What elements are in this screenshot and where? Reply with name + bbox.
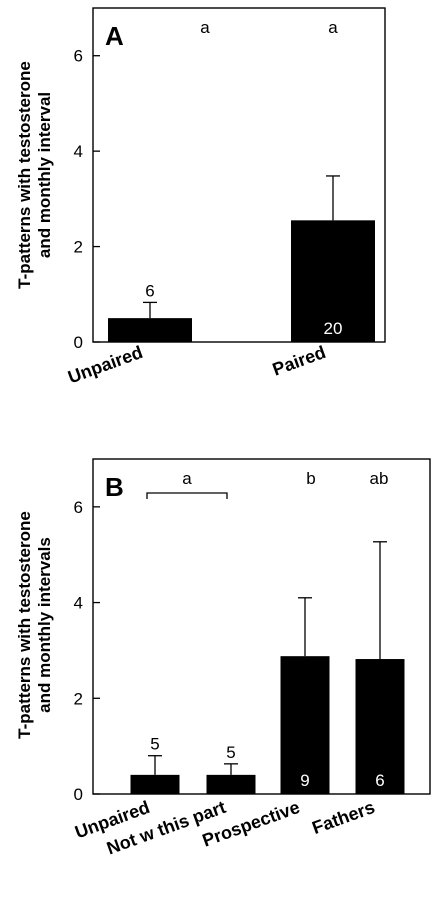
panel-a-category-label: Paired	[270, 342, 329, 380]
panel-b-sample-size-label: 9	[300, 771, 309, 790]
panel-b-bar	[206, 774, 256, 794]
panel-b-bar	[130, 774, 180, 794]
panel-a-ytick-label: 0	[74, 333, 83, 352]
panel-a-sample-size-label: 6	[145, 281, 154, 300]
panel-a-plot-frame	[92, 7, 386, 343]
panel-a-y-axis-label: and monthly interval	[35, 92, 54, 258]
panel-b-sample-size-label: 6	[375, 771, 384, 790]
panel-b-significance-letter: b	[306, 469, 315, 488]
panel-a-y-axis-label: T-patterns with testosterone	[15, 61, 34, 289]
panel-a-ytick-label: 4	[74, 142, 83, 161]
panel-b-category-label: Fathers	[309, 797, 377, 838]
panel-b-ytick-label: 4	[74, 594, 83, 613]
panel-a-significance-letter: a	[328, 18, 338, 37]
panel-b-ytick-label: 6	[74, 498, 83, 517]
panel-b-sample-size-label: 5	[226, 743, 235, 762]
panel-a-ytick-label: 6	[74, 47, 83, 66]
panel-b-sample-size-label: 5	[150, 735, 159, 754]
panel-b-bar	[355, 659, 405, 794]
panel-a-significance-letter: a	[200, 18, 210, 37]
panel-a-ytick-label: 2	[74, 238, 83, 257]
panel-a-bar	[108, 318, 192, 342]
panel-b-significance-letter: ab	[370, 469, 389, 488]
panel-b-ytick-label: 2	[74, 689, 83, 708]
panel-b-panel-letter: B	[105, 472, 124, 502]
panel-a-bar	[291, 220, 375, 342]
panel-b-y-axis-label: T-patterns with testosterone	[15, 511, 34, 739]
panel-b-y-axis-label: and monthly intervals	[35, 537, 54, 713]
panel-a-sample-size-label: 20	[324, 319, 343, 338]
panel-b-bar	[280, 656, 330, 794]
panel-b-significance-letter: a	[182, 469, 192, 488]
panel-b-ytick-label: 0	[74, 785, 83, 804]
panel-a-panel-letter: A	[105, 21, 124, 51]
panel-b-plot-frame	[92, 458, 431, 795]
panel-b-significance-bracket	[146, 492, 228, 499]
